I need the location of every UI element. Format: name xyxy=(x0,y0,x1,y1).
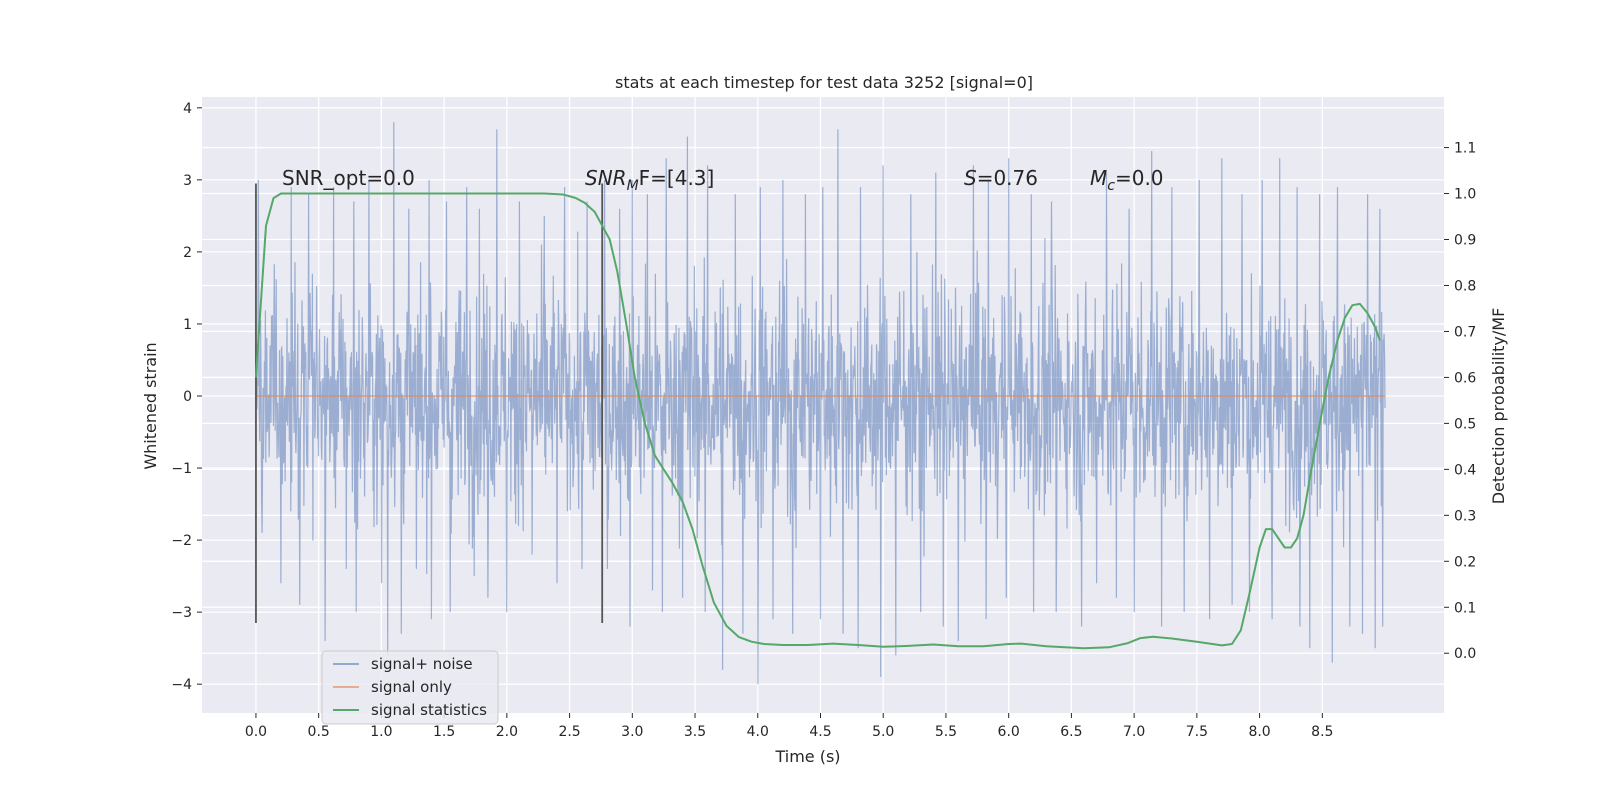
y2-axis-label: Detection probability/MF xyxy=(1489,308,1508,505)
annotation-snr-mf-main: SNR xyxy=(585,166,627,190)
x-tick-label: 7.0 xyxy=(1123,724,1145,740)
annotation-mc-value: =0.0 xyxy=(1115,166,1164,190)
y2-tick-label: 1.0 xyxy=(1454,187,1476,203)
x-tick-label: 1.5 xyxy=(433,724,455,740)
chart-title: stats at each timestep for test data 325… xyxy=(615,73,1033,92)
x-tick-label: 6.0 xyxy=(998,724,1020,740)
y-tick-label: 4 xyxy=(183,101,192,117)
signal-noise-line xyxy=(255,122,1386,685)
legend-label-signal-only: signal only xyxy=(371,678,452,696)
y2-tick-label: 0.6 xyxy=(1454,370,1476,386)
legend-label-signal-noise: signal+ noise xyxy=(371,655,473,673)
y-tick-label: −4 xyxy=(171,677,192,693)
x-tick-label: 7.5 xyxy=(1186,724,1208,740)
x-tick-label: 0.5 xyxy=(308,724,330,740)
signal-noise-series xyxy=(255,122,1386,685)
x-tick-label: 2.5 xyxy=(558,724,580,740)
y-tick-label: −1 xyxy=(171,461,192,477)
annotation-snr-opt: SNR_opt=0.0 xyxy=(282,166,415,190)
vertical-markers xyxy=(255,183,604,623)
annotation-snr-mf-sub: M xyxy=(627,178,639,194)
annotation-mc-letter: M xyxy=(1090,166,1107,190)
x-tick-label: 5.0 xyxy=(872,724,894,740)
x-tick-label: 4.5 xyxy=(809,724,831,740)
y-axis-ticks: 4 3 2 1 0 −1 −2 −3 −4 xyxy=(171,101,202,693)
annotation-snr-mf-rest: F=[4.3] xyxy=(639,166,715,190)
y2-axis-ticks: 1.1 1.0 0.9 0.8 0.7 0.6 0.5 0.4 0.3 0.2 0.1 0.0 xyxy=(1444,141,1476,662)
x-tick-label: 8.0 xyxy=(1248,724,1270,740)
x-axis-ticks: 0.0 0.5 1.0 1.5 2.0 2.5 3.0 3.5 4.0 4.5 5.0 5.5 6.0 6… xyxy=(245,713,1333,740)
x-tick-label: 6.5 xyxy=(1060,724,1082,740)
x-axis-label: Time (s) xyxy=(774,747,840,766)
x-tick-label: 3.5 xyxy=(684,724,706,740)
y-tick-label: −3 xyxy=(171,605,192,621)
x-tick-label: 2.0 xyxy=(496,724,518,740)
x-tick-label: 4.0 xyxy=(747,724,769,740)
y2-tick-label: 0.5 xyxy=(1454,416,1476,432)
y-tick-label: −2 xyxy=(171,533,192,549)
x-tick-label: 8.5 xyxy=(1311,724,1333,740)
legend-label-signal-statistics: signal statistics xyxy=(371,701,487,719)
y-tick-label: 3 xyxy=(183,173,192,189)
annotation-s-letter: S xyxy=(964,166,977,190)
x-tick-label: 0.0 xyxy=(245,724,267,740)
annotation-s-value: =0.76 xyxy=(977,166,1038,190)
y2-tick-label: 0.8 xyxy=(1454,278,1476,294)
y2-tick-label: 0.4 xyxy=(1454,462,1476,478)
x-tick-label: 5.5 xyxy=(935,724,957,740)
annotation-mc: Mc=0.0 xyxy=(1090,166,1164,194)
y-tick-label: 2 xyxy=(183,245,192,261)
y2-tick-label: 0.7 xyxy=(1454,324,1476,340)
y2-tick-label: 0.1 xyxy=(1454,600,1476,616)
y-axis-label: Whitened strain xyxy=(141,342,160,469)
y2-tick-label: 0.3 xyxy=(1454,508,1476,524)
y2-tick-label: 0.0 xyxy=(1454,646,1476,662)
annotation-mc-sub: c xyxy=(1107,178,1115,194)
y2-tick-label: 0.2 xyxy=(1454,554,1476,570)
y2-tick-label: 0.9 xyxy=(1454,233,1476,249)
legend-box xyxy=(321,650,499,725)
signal-statistics-line xyxy=(254,192,1381,650)
y2-tick-label: 1.1 xyxy=(1454,141,1476,157)
x-tick-label: 1.0 xyxy=(370,724,392,740)
annotation-snr-mf: SNRMF=[4.3] xyxy=(585,166,714,194)
y-tick-label: 0 xyxy=(183,389,192,405)
y-tick-label: 1 xyxy=(183,317,192,333)
annotation-s: S=0.76 xyxy=(964,166,1038,190)
signal-statistics-series xyxy=(254,192,1381,650)
legend: signal+ noise signal only signal statist… xyxy=(321,650,499,725)
x-tick-label: 3.0 xyxy=(621,724,643,740)
